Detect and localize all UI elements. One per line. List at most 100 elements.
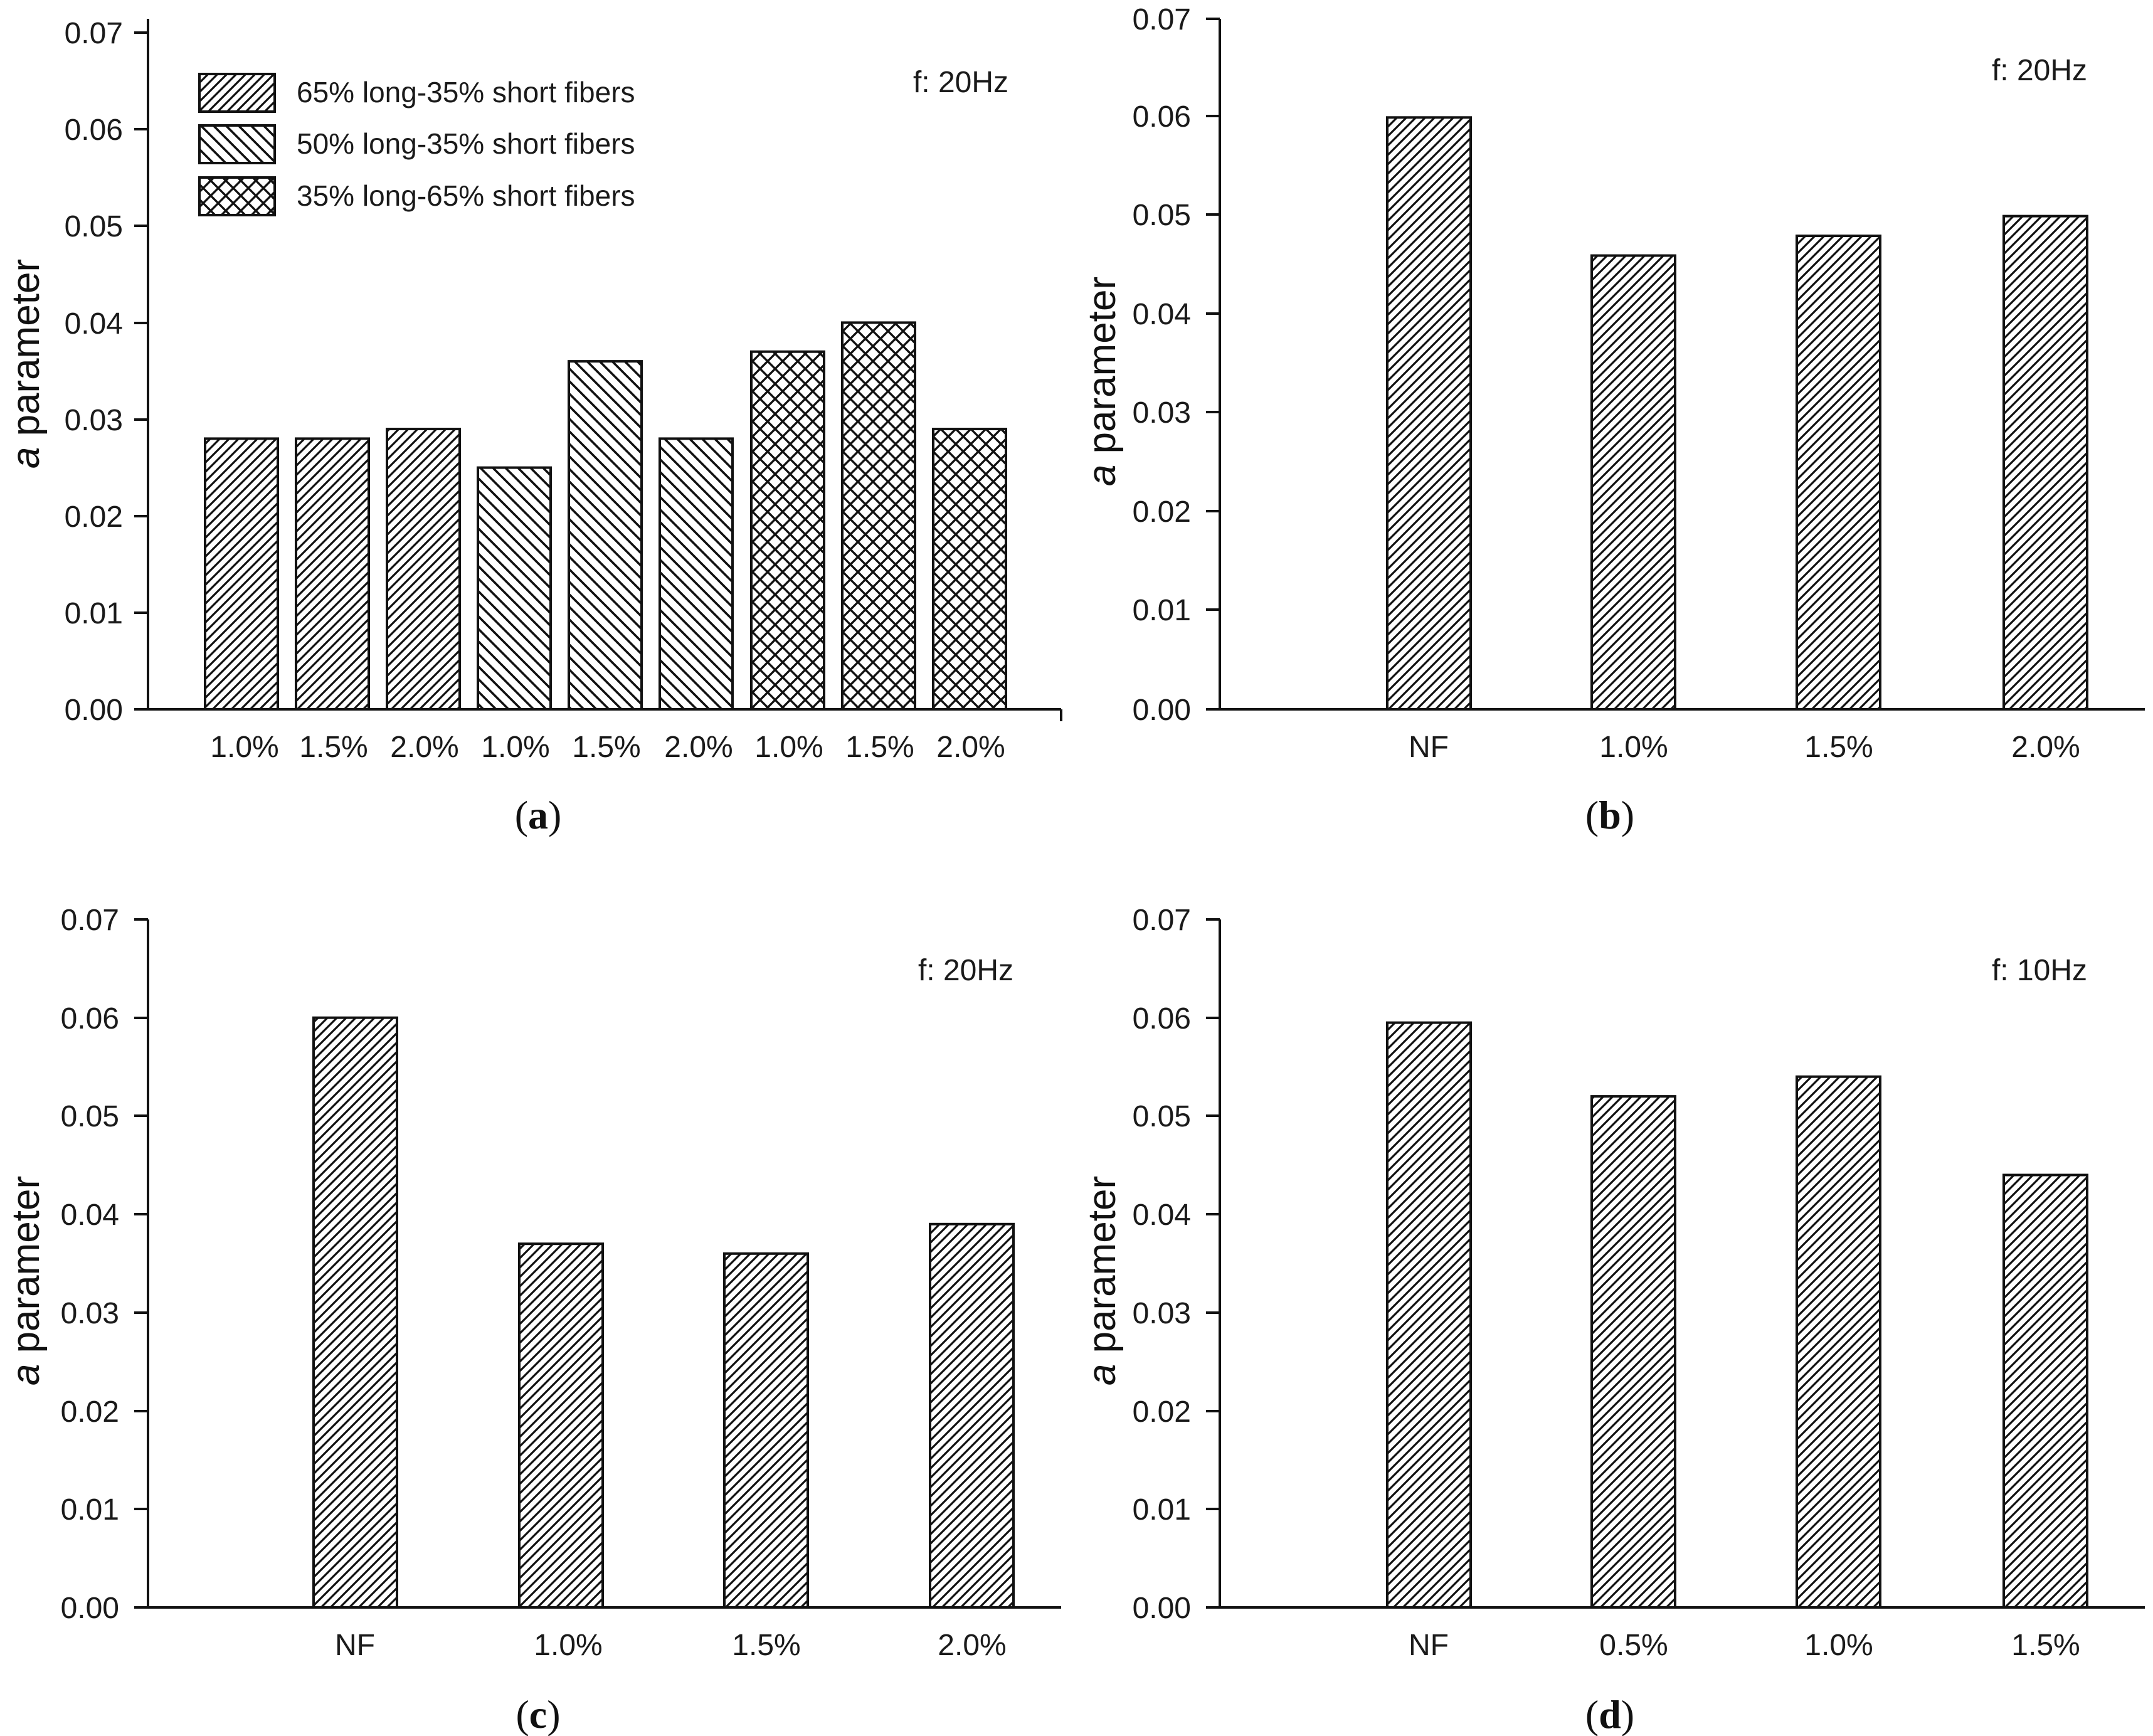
panel-a-bar-0 <box>204 437 279 711</box>
panel-d-x-tick-label-3: 1.5% <box>2011 1629 2080 1662</box>
panel-d-y-tick-label-4: 0.04 <box>1133 1199 1191 1232</box>
panel-d-y-axis: 0.00 0.01 0.02 0.03 0.04 0.05 0.06 0.07 <box>1133 904 1221 1625</box>
panel-b: a parameter 0.00 0.01 0.02 0.03 0.04 0.0… <box>1081 3 2145 837</box>
legend-swatch-1 <box>198 124 276 164</box>
panel-c-y-tick-label-2: 0.02 <box>61 1395 119 1429</box>
panel-a-frequency-annotation: f: 20Hz <box>913 66 1008 99</box>
panel-b-caption: (b) <box>1585 793 1634 837</box>
panel-c-bar-1 <box>518 1242 604 1609</box>
panel-a-x-tick-label-7: 1.5% <box>845 731 914 764</box>
panel-d-y-tick-label-5: 0.05 <box>1133 1100 1191 1133</box>
panel-d-bar-0 <box>1386 1021 1472 1609</box>
panel-c-y-tick-label-0: 0.00 <box>61 1592 119 1625</box>
panel-c-y-tick-label-6: 0.06 <box>61 1002 119 1035</box>
panel-a-y-tick-label-2: 0.02 <box>65 500 123 534</box>
panel-b-x-tick-label-1: 1.0% <box>1599 731 1668 764</box>
panel-d-caption: (d) <box>1585 1692 1634 1736</box>
panel-d-x-tick-label-2: 1.0% <box>1804 1629 1873 1662</box>
panel-a-y-tick-label-1: 0.01 <box>65 597 123 630</box>
panel-a-bar-7 <box>841 321 916 711</box>
panel-a-x-tick-labels: 1.0% 1.5% 2.0% 1.0% 1.5% 2.0% 1.0% 1.5% … <box>210 731 1005 764</box>
legend-label-2: 35% long-65% short fibers <box>297 179 635 212</box>
panel-d-y-tick-label-6: 0.06 <box>1133 1002 1191 1035</box>
panel-a-y-tick-label-0: 0.00 <box>65 694 123 727</box>
panel-b-y-tick-label-5: 0.05 <box>1133 199 1191 232</box>
panel-a-y-tick-label-7: 0.07 <box>65 17 123 50</box>
panel-d-x-tick-label-0: NF <box>1409 1629 1449 1662</box>
panel-c-y-tick-label-3: 0.03 <box>61 1297 119 1330</box>
panel-c-x-tick-label-2: 1.5% <box>732 1629 800 1662</box>
legend-label-0: 65% long-35% short fibers <box>297 76 635 109</box>
panel-d-y-tick-label-1: 0.01 <box>1133 1493 1191 1527</box>
panel-d-frequency-annotation: f: 10Hz <box>1992 954 2087 987</box>
panel-a-bar-4 <box>568 360 643 711</box>
panel-a-x-tick-label-6: 1.0% <box>754 731 823 764</box>
panel-a-caption: (a) <box>515 793 562 837</box>
panel-c-ylabel: a parameter <box>4 1176 48 1385</box>
panel-c-frequency-annotation: f: 20Hz <box>918 954 1013 987</box>
panel-d: a parameter 0.00 0.01 0.02 0.03 0.04 0.0… <box>1081 904 2145 1736</box>
panel-a-x-tick-label-1: 1.5% <box>299 731 368 764</box>
panel-d-bar-2 <box>1796 1075 1881 1609</box>
panel-b-x-tick-label-3: 2.0% <box>2011 731 2080 764</box>
panel-a-y-tick-label-5: 0.05 <box>65 210 123 243</box>
panel-d-bar-3 <box>2002 1173 2088 1609</box>
panel-a-bar-8 <box>932 428 1007 711</box>
panel-b-bar-0 <box>1386 116 1472 711</box>
panel-a-x-tick-label-3: 1.0% <box>481 731 549 764</box>
panel-a-bar-1 <box>295 437 370 711</box>
panel-d-y-tick-label-3: 0.03 <box>1133 1297 1191 1330</box>
panel-a-bar-2 <box>386 428 461 711</box>
panel-b-x-tick-label-2: 1.5% <box>1804 731 1873 764</box>
panel-c-y-tick-label-5: 0.05 <box>61 1100 119 1133</box>
panel-c-y-tick-label-7: 0.07 <box>61 904 119 937</box>
panel-b-y-tick-label-1: 0.01 <box>1133 594 1191 627</box>
panel-a-x-tick-label-0: 1.0% <box>210 731 278 764</box>
panel-a-bar-3 <box>477 466 552 711</box>
panel-d-bar-1 <box>1590 1095 1676 1609</box>
panel-c-caption: (c) <box>516 1692 560 1736</box>
legend-swatch-2 <box>198 176 276 216</box>
panel-a-x-tick-label-8: 2.0% <box>936 731 1005 764</box>
panel-b-y-tick-label-6: 0.06 <box>1133 100 1191 134</box>
panel-c-y-tick-label-1: 0.01 <box>61 1493 119 1527</box>
panel-c-x-tick-labels: NF 1.0% 1.5% 2.0% <box>335 1629 1007 1662</box>
legend-swatch-0 <box>198 73 276 113</box>
panel-d-y-tick-label-0: 0.00 <box>1133 1592 1191 1625</box>
panel-a-ylabel: a parameter <box>4 259 48 468</box>
panel-a-bar-5 <box>659 437 734 711</box>
panel-c-bars <box>312 1016 1015 1609</box>
panel-a-y-tick-label-3: 0.03 <box>65 404 123 437</box>
panel-b-bar-1 <box>1590 254 1676 711</box>
panel-d-y-tick-label-7: 0.07 <box>1133 904 1191 937</box>
legend-label-1: 50% long-35% short fibers <box>297 127 635 160</box>
panel-a-x-tick-label-4: 1.5% <box>572 731 640 764</box>
panel-c: a parameter 0.00 0.01 0.02 0.03 0.04 0.0… <box>4 904 1061 1736</box>
panel-c-bar-3 <box>929 1222 1015 1609</box>
panel-c-bar-2 <box>723 1252 809 1609</box>
panel-c-bar-0 <box>312 1016 398 1609</box>
panel-c-x-tick-label-3: 2.0% <box>938 1629 1006 1662</box>
panel-b-y-tick-label-7: 0.07 <box>1133 3 1191 36</box>
panel-b-bar-2 <box>1796 235 1881 711</box>
panel-a-x-tick-label-5: 2.0% <box>664 731 733 764</box>
panel-b-bars <box>1386 116 2088 711</box>
panel-d-x-tick-label-1: 0.5% <box>1599 1629 1668 1662</box>
panel-c-x-tick-label-0: NF <box>335 1629 375 1662</box>
panel-b-bar-3 <box>2002 214 2088 711</box>
panel-a: a parameter 0.00 0.01 0.02 0.03 0.04 0.0… <box>4 17 1062 837</box>
panel-b-ylabel: a parameter <box>1081 277 1124 486</box>
panel-d-bars <box>1386 1021 2088 1609</box>
panel-d-ylabel: a parameter <box>1081 1176 1124 1385</box>
panel-c-y-tick-label-4: 0.04 <box>61 1199 119 1232</box>
panel-d-x-tick-labels: NF 0.5% 1.0% 1.5% <box>1409 1629 2080 1662</box>
panel-a-y-axis: 0.00 0.01 0.02 0.03 0.04 0.05 0.06 0.07 <box>65 17 149 727</box>
panel-a-y-tick-label-6: 0.06 <box>65 114 123 147</box>
panel-c-y-axis: 0.00 0.01 0.02 0.03 0.04 0.05 0.06 0.07 <box>61 904 149 1625</box>
panel-b-y-tick-label-2: 0.02 <box>1133 495 1191 529</box>
panel-b-y-tick-label-0: 0.00 <box>1133 694 1191 727</box>
panel-a-bars <box>204 321 1007 711</box>
panel-b-y-axis: 0.00 0.01 0.02 0.03 0.04 0.05 0.06 0.07 <box>1133 3 1221 727</box>
panel-b-y-tick-label-3: 0.03 <box>1133 396 1191 430</box>
